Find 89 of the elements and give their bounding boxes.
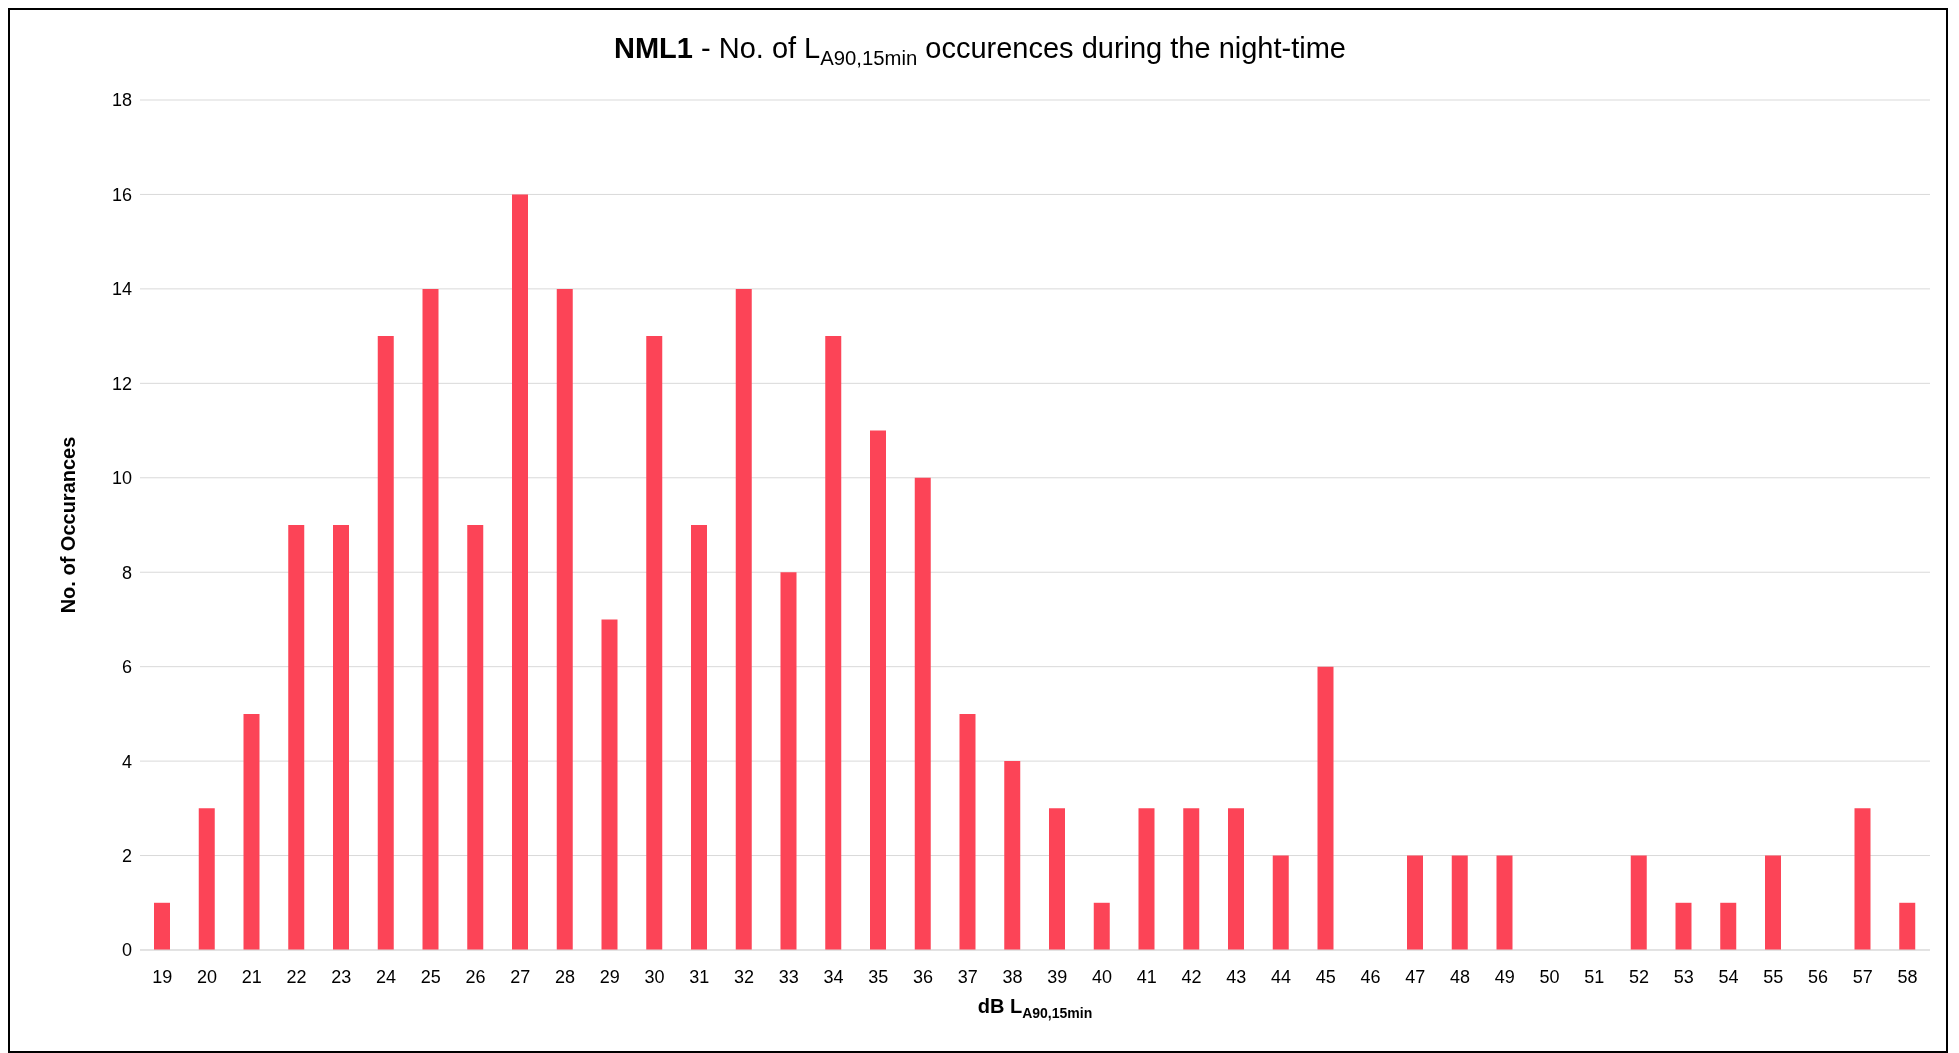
x-tick-label: 21 [241,966,262,987]
x-tick-label: 44 [1271,966,1292,987]
bar [1183,808,1200,950]
x-tick-label: 52 [1629,966,1650,987]
bar [512,194,528,950]
x-tick-label: 49 [1494,966,1515,987]
y-tick-label: 4 [121,751,132,772]
bar [825,336,842,950]
x-tick-label: 20 [197,966,218,987]
x-tick-label: 46 [1360,966,1381,987]
x-tick-label: 50 [1539,966,1560,987]
bar [1049,808,1065,950]
bar [1272,855,1289,950]
bar [288,525,305,950]
x-tick-label: 41 [1136,966,1157,987]
bar [601,619,618,950]
bar [1093,902,1110,950]
bar [646,336,663,950]
x-tick-label: 19 [152,966,173,987]
bar [154,902,170,950]
bar [1496,855,1513,950]
x-tick-label: 40 [1092,966,1113,987]
bar [243,713,260,950]
x-tick-label: 31 [689,966,710,987]
bar [1317,666,1334,950]
y-tick-label: 0 [121,940,132,961]
y-tick-label: 10 [111,468,132,489]
bar [377,336,394,950]
y-tick-label: 16 [111,184,132,205]
bar [780,572,797,950]
x-tick-label: 32 [734,966,755,987]
x-tick-label: 26 [465,966,486,987]
bar [333,525,349,950]
x-tick-label: 47 [1405,966,1426,987]
x-tick-label: 23 [331,966,352,987]
y-axis-title: No. of Occurances [56,436,79,614]
x-tick-label: 29 [599,966,620,987]
x-tick-label: 28 [555,966,576,987]
bar [1004,761,1021,950]
x-tick-label: 38 [1002,966,1023,987]
x-tick-label: 51 [1584,966,1605,987]
bar [735,288,752,950]
x-tick-label: 54 [1718,966,1739,987]
bar [1765,855,1781,950]
bar [1138,808,1155,950]
x-tick-label: 58 [1897,966,1918,987]
x-axis-title: dB L$_{A90,15min}$ [977,995,1093,1021]
y-tick-label: 2 [121,845,132,866]
x-tick-label: 57 [1852,966,1873,987]
x-tick-label: 37 [957,966,978,987]
y-tick-label: 12 [111,373,132,394]
x-tick-label: 48 [1450,966,1471,987]
x-tick-label: 43 [1226,966,1247,987]
bar [691,525,707,950]
x-tick-label: 22 [286,966,307,987]
bar [198,808,215,950]
bar [467,525,484,950]
bar [914,477,931,950]
x-tick-label: 27 [510,966,531,987]
x-tick-label: 39 [1047,966,1068,987]
bar [1228,808,1244,950]
bar [870,430,886,950]
bar [556,288,573,950]
bar [422,288,439,950]
x-tick-label: 34 [823,966,844,987]
bar [1407,855,1423,950]
x-tick-label: 56 [1808,966,1829,987]
x-tick-label: 33 [778,966,799,987]
x-tick-label: 30 [644,966,665,987]
x-tick-label: 45 [1315,966,1336,987]
bar [1451,855,1468,950]
bar [1720,902,1737,950]
chart-title: NML1 - No. of L$_{A90,15min}$ occurences during the night-time [613,32,1347,69]
x-tick-label: 25 [420,966,441,987]
x-tick-label: 24 [376,966,397,987]
y-tick-label: 14 [111,279,132,300]
x-tick-label: 36 [913,966,934,987]
bar [1630,855,1647,950]
x-tick-label: 53 [1673,966,1694,987]
x-tick-label: 35 [868,966,889,987]
y-tick-label: 8 [121,562,132,583]
y-tick-label: 6 [121,657,132,678]
bar [1675,902,1692,950]
x-tick-label: 42 [1181,966,1202,987]
y-tick-label: 18 [111,90,132,111]
bar [959,713,976,950]
x-tick-label: 55 [1763,966,1784,987]
bar [1899,902,1916,950]
bar [1854,808,1871,950]
